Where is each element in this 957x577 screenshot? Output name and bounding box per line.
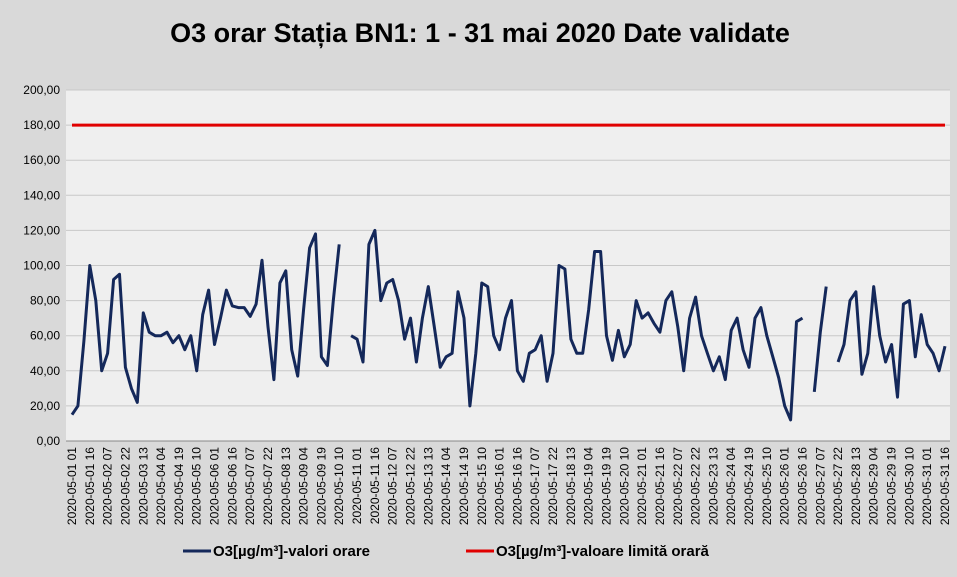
chart-title: O3 orar Stația BN1: 1 - 31 mai 2020 Date… xyxy=(170,18,790,48)
x-tick-label: 2020-05-21 01 xyxy=(635,447,649,525)
x-tick-label: 2020-05-01 16 xyxy=(83,447,97,525)
x-tick-label: 2020-05-22 07 xyxy=(671,447,685,525)
x-tick-label: 2020-05-11 16 xyxy=(368,447,382,525)
x-tick-label: 2020-05-12 22 xyxy=(404,447,418,525)
x-tick-label: 2020-05-01 01 xyxy=(65,447,79,525)
y-tick-label: 120,00 xyxy=(23,223,60,237)
x-tick-label: 2020-05-08 13 xyxy=(279,447,293,525)
x-tick-label: 2020-05-12 07 xyxy=(386,447,400,525)
x-tick-label: 2020-05-27 22 xyxy=(831,447,845,525)
x-tick-label: 2020-05-03 13 xyxy=(136,447,150,525)
legend-label: O3[µg/m³]-valoare limită orară xyxy=(496,543,710,560)
x-tick-label: 2020-05-09 04 xyxy=(297,447,311,525)
x-tick-label: 2020-05-07 07 xyxy=(243,447,257,525)
y-tick-label: 160,00 xyxy=(23,153,60,167)
y-tick-label: 40,00 xyxy=(30,364,60,378)
y-tick-label: 0,00 xyxy=(37,434,61,448)
x-tick-label: 2020-05-16 01 xyxy=(493,447,507,525)
x-tick-label: 2020-05-17 07 xyxy=(528,447,542,525)
x-tick-label: 2020-05-28 13 xyxy=(849,447,863,525)
x-tick-label: 2020-05-09 19 xyxy=(314,447,328,525)
x-tick-label: 2020-05-13 13 xyxy=(421,447,435,525)
x-tick-label: 2020-05-26 01 xyxy=(778,447,792,525)
y-tick-label: 80,00 xyxy=(30,294,60,308)
x-tick-label: 2020-05-29 19 xyxy=(885,447,899,525)
x-tick-label: 2020-05-19 04 xyxy=(582,447,596,525)
x-tick-label: 2020-05-31 01 xyxy=(920,447,934,525)
y-tick-label: 20,00 xyxy=(30,399,60,413)
x-tick-label: 2020-05-10 10 xyxy=(332,447,346,525)
x-tick-label: 2020-05-20 10 xyxy=(617,447,631,525)
x-tick-label: 2020-05-15 10 xyxy=(475,447,489,525)
series-line xyxy=(70,228,947,422)
legend-label: O3[µg/m³]-valori orare xyxy=(213,543,370,560)
x-tick-label: 2020-05-19 19 xyxy=(599,447,613,525)
x-tick-label: 2020-05-07 22 xyxy=(261,447,275,525)
y-tick-label: 60,00 xyxy=(30,329,60,343)
x-tick-label: 2020-05-31 16 xyxy=(938,447,952,525)
y-tick-label: 140,00 xyxy=(23,188,60,202)
x-tick-label: 2020-05-02 07 xyxy=(101,447,115,525)
x-tick-label: 2020-05-06 01 xyxy=(208,447,222,525)
x-tick-label: 2020-05-22 22 xyxy=(689,447,703,525)
x-tick-label: 2020-05-30 10 xyxy=(902,447,916,525)
x-tick-label: 2020-05-27 07 xyxy=(813,447,827,525)
x-tick-label: 2020-05-17 22 xyxy=(546,447,560,525)
x-tick-label: 2020-05-14 04 xyxy=(439,447,453,525)
y-tick-label: 200,00 xyxy=(23,83,60,97)
y-tick-label: 100,00 xyxy=(23,259,60,273)
x-tick-label: 2020-05-05 10 xyxy=(190,447,204,525)
x-tick-label: 2020-05-25 10 xyxy=(760,447,774,525)
x-tick-label: 2020-05-23 13 xyxy=(706,447,720,525)
x-tick-label: 2020-05-06 16 xyxy=(225,447,239,525)
x-tick-label: 2020-05-21 16 xyxy=(653,447,667,525)
x-tick-label: 2020-05-14 19 xyxy=(457,447,471,525)
x-tick-label: 2020-05-04 04 xyxy=(154,447,168,525)
y-tick-label: 180,00 xyxy=(23,118,60,132)
x-tick-label: 2020-05-11 01 xyxy=(350,447,364,525)
x-tick-label: 2020-05-24 19 xyxy=(742,447,756,525)
x-tick-label: 2020-05-04 19 xyxy=(172,447,186,525)
x-tick-label: 2020-05-26 16 xyxy=(795,447,809,525)
x-tick-label: 2020-05-18 13 xyxy=(564,447,578,525)
x-tick-label: 2020-05-29 04 xyxy=(867,447,881,525)
x-tick-label: 2020-05-02 22 xyxy=(118,447,132,525)
x-tick-label: 2020-05-24 04 xyxy=(724,447,738,525)
x-tick-label: 2020-05-16 16 xyxy=(510,447,524,525)
